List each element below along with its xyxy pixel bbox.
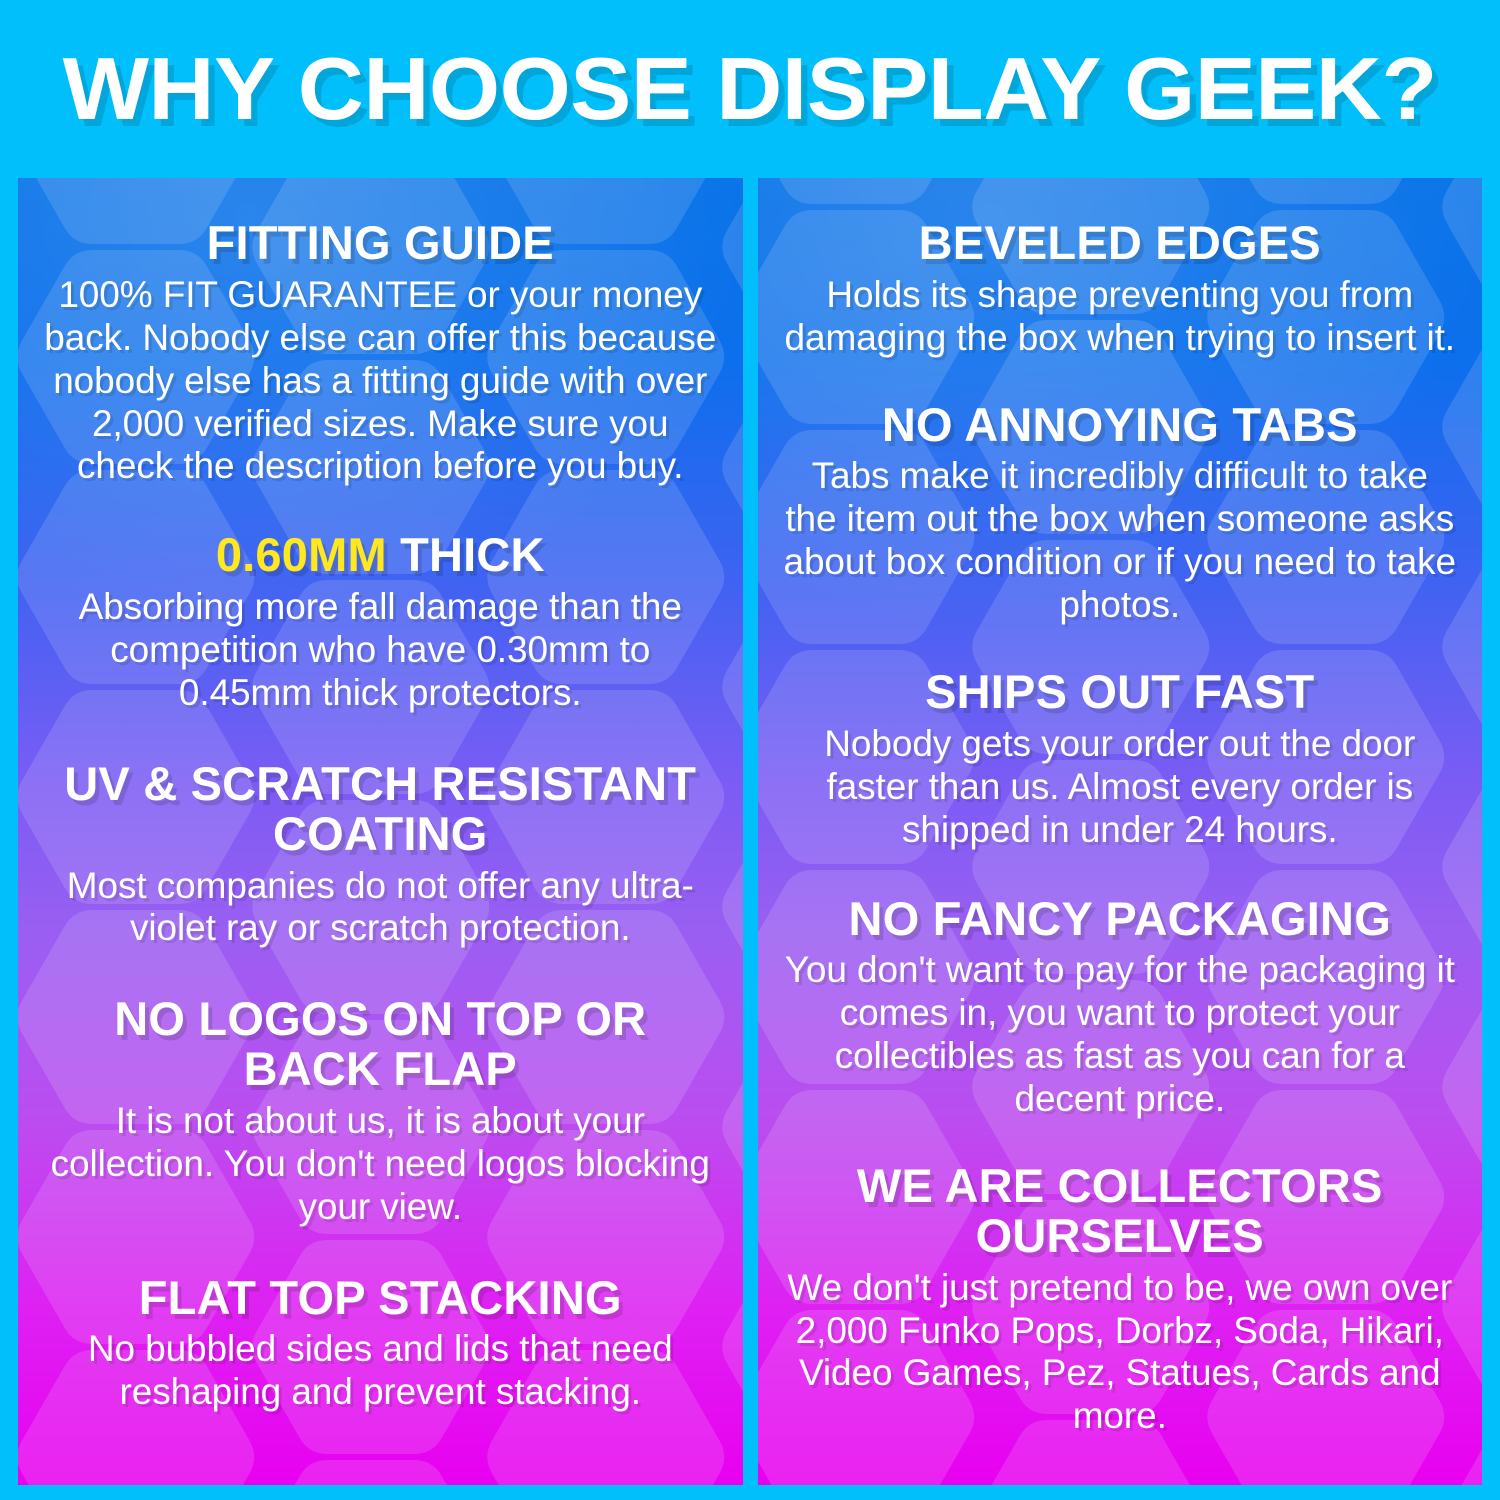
- feature-title: FLAT TOP STACKING: [138, 1270, 622, 1324]
- page-title: WHY CHOOSE DISPLAY GEEK?: [62, 39, 1438, 138]
- feature-fitting-guide: FITTING GUIDE 100% FIT GUARANTEE or your…: [40, 218, 721, 488]
- feature-body: Holds its shape preventing you from dama…: [784, 273, 1456, 358]
- feature-title: UV & SCRATCH RESISTANT COATING: [64, 756, 697, 860]
- feature-title-rest: THICK: [386, 528, 545, 582]
- feature-body: 100% FIT GUARANTEE or your money back. N…: [44, 273, 717, 487]
- feature-title: NO LOGOS ON TOP OR BACK FLAP: [114, 992, 647, 1096]
- feature-title: SHIPS OUT FAST: [925, 665, 1315, 719]
- feature-body: Tabs make it incredibly difficult to tak…: [783, 455, 1457, 626]
- feature-title: WE ARE COLLECTORS OURSELVES: [856, 1159, 1383, 1262]
- feature-body: Most companies do not offer any ultra-vi…: [66, 864, 694, 949]
- feature-beveled-edges: BEVELED EDGES Holds its shape preventing…: [780, 218, 1461, 360]
- feature-columns: FITTING GUIDE 100% FIT GUARANTEE or your…: [18, 178, 1482, 1485]
- feature-we-are-collectors: WE ARE COLLECTORS OURSELVES We don't jus…: [780, 1161, 1461, 1438]
- feature-flat-top-stacking: FLAT TOP STACKING No bubbled sides and l…: [40, 1270, 721, 1415]
- feature-title: NO ANNOYING TABS: [881, 397, 1358, 451]
- feature-body: You don't want to pay for the packaging …: [784, 949, 1455, 1120]
- feature-title: BEVELED EDGES: [918, 216, 1321, 269]
- feature-no-fancy-packaging: NO FANCY PACKAGING You don't want to pay…: [780, 891, 1461, 1121]
- feature-body: It is not about us, it is about your col…: [50, 1099, 710, 1227]
- feature-title: NO FANCY PACKAGING: [848, 891, 1391, 945]
- feature-no-logos: NO LOGOS ON TOP OR BACK FLAP It is not a…: [40, 994, 721, 1228]
- feature-body: Nobody gets your order out the door fast…: [824, 722, 1416, 850]
- feature-thickness: 0.60MM THICK Absorbing more fall damage …: [40, 530, 721, 715]
- feature-title: FITTING GUIDE: [206, 216, 554, 269]
- feature-ships-out-fast: SHIPS OUT FAST Nobody gets your order ou…: [780, 667, 1461, 852]
- header-banner: WHY CHOOSE DISPLAY GEEK?: [0, 0, 1500, 178]
- feature-title: 0.60MM THICK: [40, 530, 721, 580]
- feature-body: Absorbing more fall damage than the comp…: [78, 586, 682, 713]
- feature-uv-scratch-coating: UV & SCRATCH RESISTANT COATING Most comp…: [40, 759, 721, 950]
- feature-body: We don't just pretend to be, we own over…: [787, 1266, 1453, 1437]
- feature-title-highlight: 0.60MM: [215, 528, 387, 582]
- feature-no-annoying-tabs: NO ANNOYING TABS Tabs make it incredibly…: [780, 397, 1461, 627]
- left-feature-panel: FITTING GUIDE 100% FIT GUARANTEE or your…: [18, 178, 743, 1485]
- feature-body: No bubbled sides and lids that need resh…: [87, 1328, 673, 1413]
- right-feature-panel: BEVELED EDGES Holds its shape preventing…: [757, 178, 1482, 1485]
